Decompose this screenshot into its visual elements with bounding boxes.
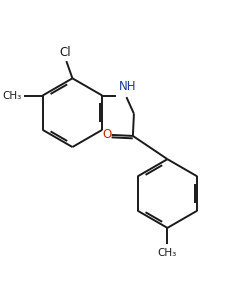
Text: NH: NH (119, 80, 137, 93)
Text: CH₃: CH₃ (3, 90, 22, 100)
Text: Cl: Cl (60, 46, 71, 59)
Text: O: O (102, 128, 111, 141)
Text: CH₃: CH₃ (158, 248, 177, 258)
